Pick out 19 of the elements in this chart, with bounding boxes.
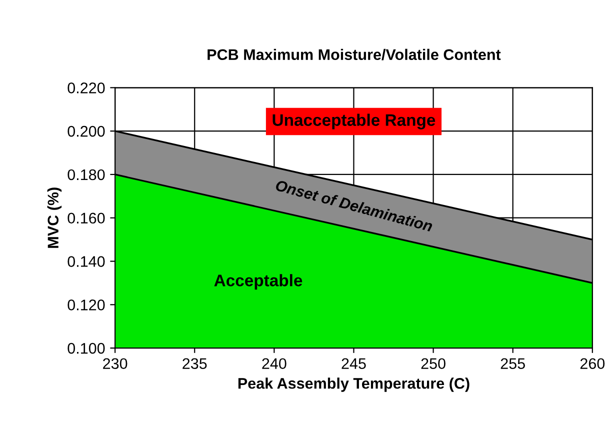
series-label: Acceptable <box>214 274 302 290</box>
y-tick-label: 0.160 <box>68 212 105 224</box>
x-axis-title: Peak Assembly Temperature (C) <box>238 378 470 392</box>
x-tick-label: 255 <box>500 358 525 370</box>
chart-title: PCB Maximum Moisture/Volatile Content <box>208 48 501 60</box>
annotation: Unacceptable Range <box>272 114 436 130</box>
y-axis-title: MVC (%) <box>47 188 62 248</box>
y-tick-label: 0.220 <box>68 82 105 94</box>
y-tick-label: 0.120 <box>68 300 105 310</box>
x-tick-label: 235 <box>182 358 207 370</box>
y-tick-label: 0.200 <box>68 126 105 137</box>
x-tick-label: 230 <box>103 358 128 370</box>
y-tick-label: 0.100 <box>68 342 105 354</box>
y-tick-label: 0.140 <box>68 256 105 267</box>
y-tick-label: 0.180 <box>68 169 105 180</box>
x-tick-label: 245 <box>342 358 366 370</box>
x-tick-label: 260 <box>580 358 605 370</box>
x-tick-label: 250 <box>421 358 446 370</box>
x-tick-label: 240 <box>262 358 286 370</box>
